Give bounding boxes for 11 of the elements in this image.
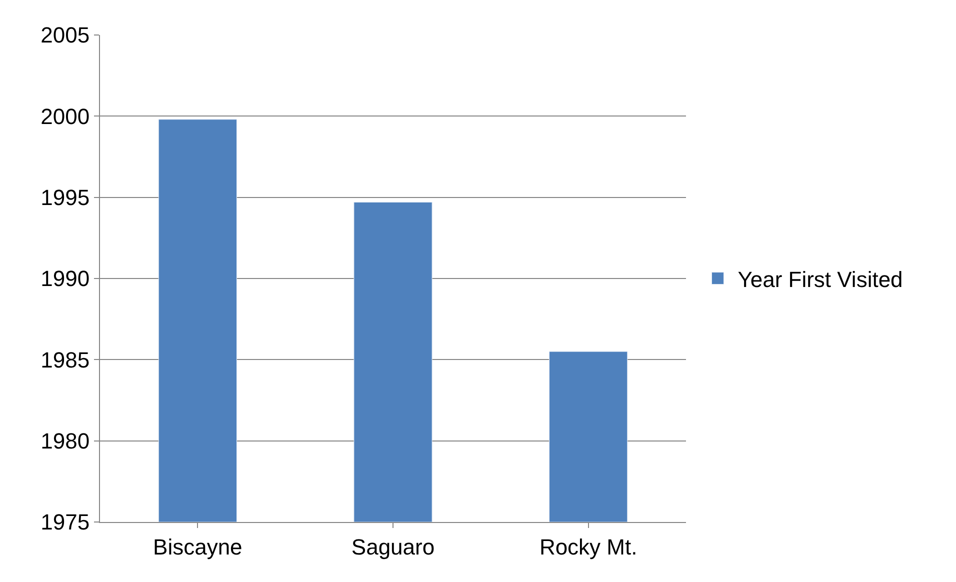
x-tick-label: Saguaro <box>351 534 435 560</box>
y-tick-label: 1980 <box>40 428 90 454</box>
x-tick-label: Rocky Mt. <box>539 534 638 560</box>
y-tick-label: 1975 <box>40 510 90 535</box>
y-tick-label: 1985 <box>40 347 90 372</box>
y-tick-label: 2000 <box>40 104 90 129</box>
y-tick-label: 2005 <box>40 22 90 48</box>
y-tick-label: 1990 <box>40 266 90 292</box>
y-tick-label: 1995 <box>40 185 90 210</box>
legend-label: Year First Visited <box>738 266 903 292</box>
x-tick-label: Biscayne <box>153 534 242 560</box>
